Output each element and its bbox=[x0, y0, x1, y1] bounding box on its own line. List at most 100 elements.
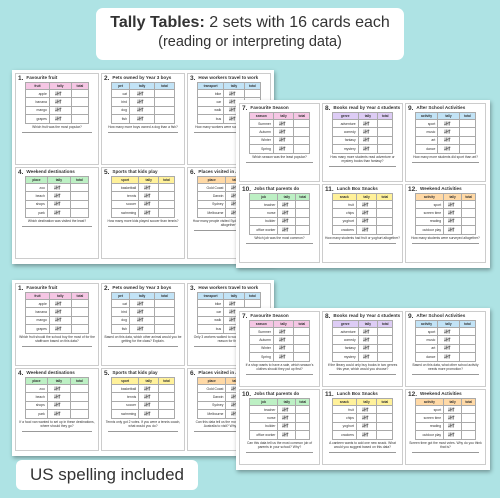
card-title: 11. Lunch Box Snacks bbox=[325, 186, 378, 193]
card-title: 5. Sports that kids play bbox=[104, 370, 158, 377]
tally-card: 11. Lunch Box Snacks snack tally total fruit c… bbox=[322, 184, 403, 263]
total-cell bbox=[295, 413, 311, 423]
col-header: place bbox=[25, 377, 48, 385]
table-row: fish bbox=[111, 324, 175, 334]
total-cell bbox=[458, 127, 477, 137]
tally-marks bbox=[277, 225, 297, 235]
row-label: fruit bbox=[331, 404, 357, 415]
tally-marks bbox=[443, 413, 463, 423]
col-header: tally bbox=[272, 112, 295, 120]
tally-table: fruit tally total apple banana mango grapes bbox=[25, 82, 89, 124]
table-row: mango bbox=[25, 105, 89, 116]
tally-marks bbox=[138, 392, 160, 402]
question: Based on this data, which other animal w… bbox=[104, 334, 182, 343]
col-header: tally bbox=[138, 377, 160, 385]
row-label: screen time bbox=[414, 413, 445, 423]
total-cell bbox=[69, 199, 89, 210]
table-row: mango bbox=[25, 315, 89, 326]
total-cell bbox=[376, 208, 394, 218]
row-label: Summer bbox=[248, 326, 274, 337]
col-header: place bbox=[197, 377, 227, 385]
col-header: total bbox=[154, 292, 175, 300]
row-label: bus bbox=[197, 324, 225, 334]
row-label: swimming bbox=[111, 409, 140, 419]
total-cell bbox=[154, 307, 175, 317]
total-cell bbox=[70, 88, 89, 99]
col-header: activity bbox=[414, 193, 445, 201]
row-label: fruit bbox=[331, 199, 357, 210]
answer-line bbox=[412, 451, 479, 453]
total-cell bbox=[158, 383, 175, 394]
tally-marks bbox=[437, 127, 460, 137]
row-label: soccer bbox=[111, 199, 140, 210]
question: How many more students read adventure or… bbox=[330, 154, 395, 163]
col-header: tally bbox=[138, 176, 160, 184]
row-label: office worker bbox=[248, 430, 279, 440]
tally-marks bbox=[46, 383, 71, 394]
table-row: tennis bbox=[111, 191, 175, 201]
col-header: total bbox=[243, 82, 261, 90]
total-cell bbox=[458, 335, 477, 345]
row-label: tennis bbox=[111, 392, 140, 402]
tally-marks bbox=[355, 199, 378, 210]
row-label: dog bbox=[111, 105, 130, 116]
total-cell bbox=[243, 298, 261, 309]
total-cell bbox=[293, 343, 311, 354]
row-label: music bbox=[414, 335, 439, 345]
row-label: banana bbox=[25, 307, 50, 317]
tally-marks bbox=[277, 199, 297, 210]
row-label: Darwin bbox=[197, 191, 227, 201]
col-header: genre bbox=[331, 112, 359, 120]
row-label: mango bbox=[25, 315, 50, 326]
table-row: bird bbox=[111, 97, 175, 107]
table-row: dog bbox=[111, 105, 175, 116]
tally-marks bbox=[46, 182, 71, 193]
total-cell bbox=[70, 324, 89, 334]
total-cell bbox=[461, 225, 477, 235]
row-label: apple bbox=[25, 298, 50, 309]
tally-marks bbox=[128, 298, 156, 309]
row-label: Summer bbox=[248, 118, 274, 129]
row-label: mango bbox=[25, 105, 50, 116]
row-label: walk bbox=[197, 315, 225, 326]
total-cell bbox=[293, 144, 311, 154]
total-cell bbox=[295, 216, 311, 227]
col-header: total bbox=[376, 193, 394, 201]
answer-line bbox=[412, 161, 479, 163]
question: If a shop wants to have a sale, which se… bbox=[245, 362, 314, 371]
row-label: tennis bbox=[111, 191, 140, 201]
tally-marks bbox=[277, 404, 297, 415]
title-line-1: Tally Tables: 2 sets with 16 cards each bbox=[110, 14, 390, 31]
total-cell bbox=[69, 191, 89, 201]
row-label: fantasy bbox=[331, 343, 359, 354]
col-header: genre bbox=[331, 320, 359, 328]
row-label: Melbourne bbox=[197, 208, 227, 218]
tally-marks bbox=[272, 127, 295, 137]
row-label: swimming bbox=[111, 208, 140, 218]
tally-marks bbox=[277, 430, 297, 440]
answer-line bbox=[246, 242, 313, 244]
question: How many more students did sport than ar… bbox=[413, 154, 478, 159]
total-cell bbox=[458, 352, 477, 362]
question: Only 3 workers walked to work. What migh… bbox=[193, 334, 265, 343]
row-label: mystery bbox=[331, 144, 359, 154]
tally-table: activity tally total sport screen time readin… bbox=[414, 398, 477, 440]
tally-marks bbox=[443, 216, 463, 227]
answer-line bbox=[412, 242, 479, 244]
table-row: teacher bbox=[248, 404, 311, 415]
tally-marks bbox=[128, 105, 156, 116]
row-label: sport bbox=[414, 199, 445, 210]
tally-marks bbox=[48, 298, 72, 309]
row-label: basketball bbox=[111, 383, 140, 394]
table-row: bird bbox=[111, 307, 175, 317]
question: Can this data tell us the most common jo… bbox=[246, 440, 313, 449]
tally-marks bbox=[128, 97, 156, 107]
col-header: total bbox=[458, 112, 477, 120]
row-label: sport bbox=[414, 326, 439, 337]
total-cell bbox=[376, 216, 394, 227]
answer-line bbox=[246, 373, 313, 375]
table-row: art bbox=[414, 343, 477, 354]
col-header: sport bbox=[111, 377, 140, 385]
answer-line bbox=[246, 161, 313, 163]
row-label: reading bbox=[414, 216, 445, 227]
